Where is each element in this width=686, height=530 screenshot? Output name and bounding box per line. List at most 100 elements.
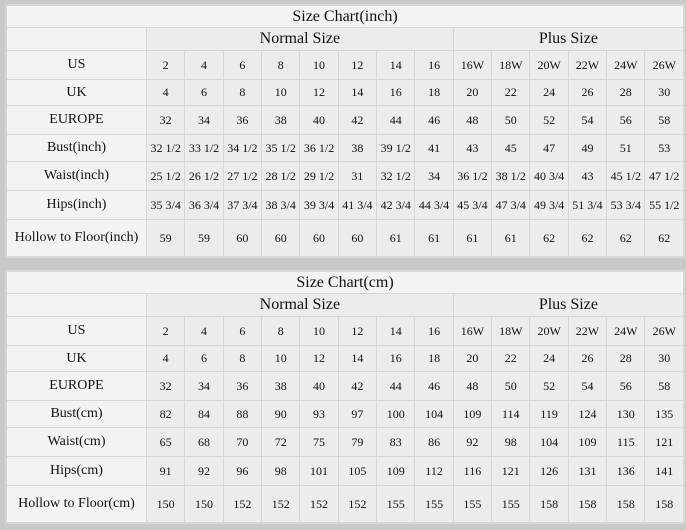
row-label: US	[6, 50, 147, 80]
size-cell: 26	[567, 79, 608, 106]
size-cell: 35 3/4	[145, 190, 186, 220]
size-cell: 46	[414, 371, 454, 401]
size-cell: 61	[414, 219, 454, 257]
table-row: Hollow to Floor(inch) 59 59 60 60 60 60 61 61 61 6…	[6, 219, 684, 257]
size-cell: 4	[145, 345, 186, 372]
size-cell: 59	[145, 219, 186, 257]
size-cell: 32	[145, 371, 186, 401]
size-cell: 12	[337, 316, 378, 346]
size-cell: 35 1/2	[261, 134, 301, 162]
size-cell: 131	[567, 456, 608, 486]
size-cell: 20W	[529, 50, 569, 80]
size-cell: 104	[529, 427, 569, 457]
size-cell: 56	[606, 105, 646, 135]
size-cell: 37 3/4	[222, 190, 263, 220]
size-cell: 26 1/2	[184, 161, 224, 191]
size-cell: 158	[644, 485, 684, 523]
size-cell: 75	[299, 427, 339, 457]
size-cell: 155	[376, 485, 416, 523]
size-cell: 141	[644, 456, 684, 486]
row-label: US	[6, 316, 147, 346]
size-cell: 38	[261, 371, 301, 401]
size-cell: 2	[145, 50, 186, 80]
size-cell: 59	[184, 219, 224, 257]
size-cell: 8	[261, 50, 301, 80]
size-cell: 14	[376, 50, 416, 80]
row-label: EUROPE	[6, 371, 147, 401]
size-cell: 38 1/2	[491, 161, 531, 191]
size-cell: 10	[299, 50, 339, 80]
size-cell: 43	[452, 134, 493, 162]
size-cell: 47	[529, 134, 569, 162]
row-label: Hips(cm)	[6, 456, 147, 486]
size-cell: 109	[452, 400, 493, 428]
size-cell: 36	[222, 105, 263, 135]
size-cell: 27 1/2	[222, 161, 263, 191]
size-cell: 53 3/4	[606, 190, 646, 220]
size-cell: 14	[337, 345, 378, 372]
size-cell: 152	[299, 485, 339, 523]
size-cell: 52	[529, 371, 569, 401]
size-cell: 36 1/2	[299, 134, 339, 162]
normal-size-header: Normal Size	[146, 27, 454, 51]
size-cell: 18	[414, 345, 454, 372]
row-label: UK	[6, 79, 147, 106]
size-cell: 16W	[452, 50, 493, 80]
size-cell: 136	[606, 456, 646, 486]
size-cell: 14	[376, 316, 416, 346]
size-cell: 34 1/2	[222, 134, 263, 162]
size-cell: 45	[491, 134, 531, 162]
row-label: Bust(cm)	[6, 400, 147, 428]
size-table: Size Chart(cm) Normal Size Plus Size US 2 4 6 8…	[6, 271, 685, 523]
size-cell: 36	[222, 371, 263, 401]
size-cell: 60	[222, 219, 263, 257]
size-cell: 98	[261, 456, 301, 486]
size-cell: 62	[606, 219, 646, 257]
size-cell: 34	[184, 105, 224, 135]
normal-size-header: Normal Size	[146, 293, 454, 317]
size-cell: 46	[414, 105, 454, 135]
size-cell: 130	[606, 400, 646, 428]
size-cell: 38	[261, 105, 301, 135]
size-cell: 155	[414, 485, 454, 523]
table-row: UK 4 6 8 10 12 14 16 18 20 22 24 26 28 30	[6, 79, 684, 106]
size-cell: 12	[337, 50, 378, 80]
size-cell: 10	[261, 345, 301, 372]
row-label: Waist(inch)	[6, 161, 147, 191]
size-cell: 60	[299, 219, 339, 257]
size-cell: 124	[567, 400, 608, 428]
size-cell: 116	[452, 456, 493, 486]
size-cell: 28	[606, 345, 646, 372]
chart-title: Size Chart(inch)	[6, 5, 684, 28]
size-cell: 25 1/2	[145, 161, 186, 191]
table-row: EUROPE 32 34 36 38 40 42 44 46 48 50 52 54 56 58	[6, 105, 684, 135]
size-cell: 41	[414, 134, 454, 162]
row-label: Hollow to Floor(cm)	[6, 485, 147, 523]
row-label: Hips(inch)	[6, 190, 147, 220]
size-cell: 86	[414, 427, 454, 457]
table-row: Hollow to Floor(cm) 150 150 152 152 152 152 155…	[6, 485, 684, 523]
size-cell: 109	[376, 456, 416, 486]
size-cell: 28	[606, 79, 646, 106]
size-cell: 96	[222, 456, 263, 486]
size-cell: 135	[644, 400, 684, 428]
size-cell: 54	[567, 105, 608, 135]
size-cell: 158	[567, 485, 608, 523]
size-cell: 42 3/4	[376, 190, 416, 220]
size-cell: 109	[567, 427, 608, 457]
size-cell: 20	[452, 79, 493, 106]
size-cell: 152	[222, 485, 263, 523]
size-cell: 16	[376, 79, 416, 106]
size-cell: 115	[606, 427, 646, 457]
size-cell: 16W	[452, 316, 493, 346]
size-cell: 83	[376, 427, 416, 457]
size-cell: 10	[261, 79, 301, 106]
plus-size-header: Plus Size	[452, 27, 685, 51]
size-cell: 44	[376, 105, 416, 135]
plus-size-header: Plus Size	[452, 293, 685, 317]
size-cell: 31	[337, 161, 378, 191]
size-cell: 47 3/4	[491, 190, 531, 220]
size-cell: 26W	[644, 316, 684, 346]
size-cell: 22	[491, 345, 531, 372]
size-cell: 97	[337, 400, 378, 428]
